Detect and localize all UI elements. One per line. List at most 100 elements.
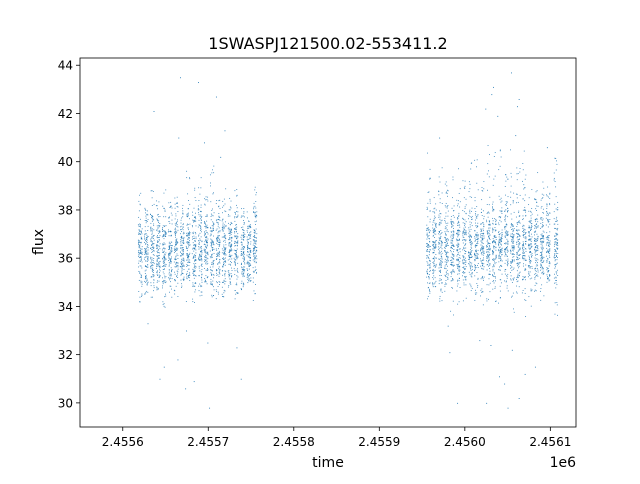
data-point [434, 269, 436, 271]
data-point [518, 221, 519, 223]
data-point [457, 254, 459, 256]
data-point [151, 241, 153, 243]
data-point [174, 231, 176, 233]
data-point [153, 261, 155, 263]
data-point [498, 249, 500, 251]
data-point [465, 230, 467, 232]
data-point [427, 227, 429, 229]
data-point [224, 264, 226, 266]
data-point [139, 230, 141, 232]
data-point [446, 265, 448, 267]
data-point [252, 248, 254, 250]
data-point [555, 263, 557, 265]
data-point [156, 240, 158, 242]
data-point [429, 249, 431, 251]
data-point [510, 149, 511, 151]
data-point [483, 259, 485, 261]
data-point [458, 257, 460, 258]
data-point [556, 239, 558, 241]
data-point [228, 243, 230, 245]
data-point [531, 267, 533, 269]
data-point [534, 227, 536, 229]
data-point [150, 227, 152, 229]
data-point [471, 268, 473, 270]
data-point [519, 254, 521, 256]
data-point [201, 251, 202, 252]
data-point [153, 279, 155, 281]
data-point [242, 229, 244, 230]
data-point [219, 243, 221, 245]
data-point [516, 197, 518, 199]
data-point [222, 200, 224, 202]
data-point [435, 223, 437, 225]
data-point [450, 276, 452, 278]
data-point [524, 276, 526, 278]
data-point [227, 270, 229, 272]
data-point [253, 255, 255, 257]
data-point [522, 257, 524, 258]
data-point [236, 216, 238, 218]
data-point [495, 300, 497, 302]
data-point [150, 230, 152, 232]
data-point [463, 231, 465, 233]
data-point [536, 223, 537, 225]
data-point [542, 267, 544, 269]
data-point [500, 210, 502, 212]
data-point [248, 256, 250, 258]
data-point [146, 254, 148, 256]
data-point [225, 260, 226, 262]
data-point [525, 250, 527, 252]
data-point [498, 239, 500, 241]
data-point [175, 213, 177, 215]
data-point [217, 252, 219, 254]
data-point [138, 279, 140, 281]
data-point [458, 212, 460, 214]
data-point [518, 243, 520, 245]
data-point [513, 260, 515, 262]
data-point [434, 277, 436, 279]
data-point [182, 204, 184, 206]
data-point [462, 230, 464, 232]
data-point [157, 235, 158, 236]
data-point [432, 244, 434, 246]
data-point [464, 229, 466, 231]
data-point [492, 275, 494, 277]
data-point [168, 269, 170, 271]
data-point [500, 251, 502, 253]
data-point [163, 243, 165, 245]
data-point [433, 242, 435, 243]
data-point [445, 254, 447, 256]
data-point [506, 246, 508, 248]
data-point [212, 224, 214, 226]
data-point [507, 263, 509, 265]
outlier-point [240, 378, 242, 380]
data-point [517, 223, 519, 225]
data-point [173, 261, 175, 263]
data-point [243, 222, 245, 224]
data-point [456, 244, 458, 246]
data-point [151, 264, 153, 266]
data-point [144, 254, 146, 255]
data-point [211, 284, 213, 286]
data-point [235, 250, 237, 251]
data-point [510, 235, 512, 237]
data-point [141, 275, 142, 277]
data-point [498, 230, 500, 232]
data-point [432, 224, 434, 226]
data-point [464, 268, 466, 270]
data-point [433, 265, 435, 267]
data-point [535, 243, 537, 245]
data-point [219, 259, 221, 261]
data-point [476, 182, 478, 184]
data-point [426, 250, 428, 252]
data-point [219, 272, 220, 274]
data-point [440, 263, 442, 265]
data-point [459, 257, 461, 259]
data-point [519, 248, 521, 250]
data-point [177, 277, 179, 278]
data-point [146, 220, 148, 222]
data-point [500, 156, 502, 158]
data-point [429, 267, 431, 269]
data-point [438, 243, 440, 245]
outlier-point [534, 366, 536, 368]
